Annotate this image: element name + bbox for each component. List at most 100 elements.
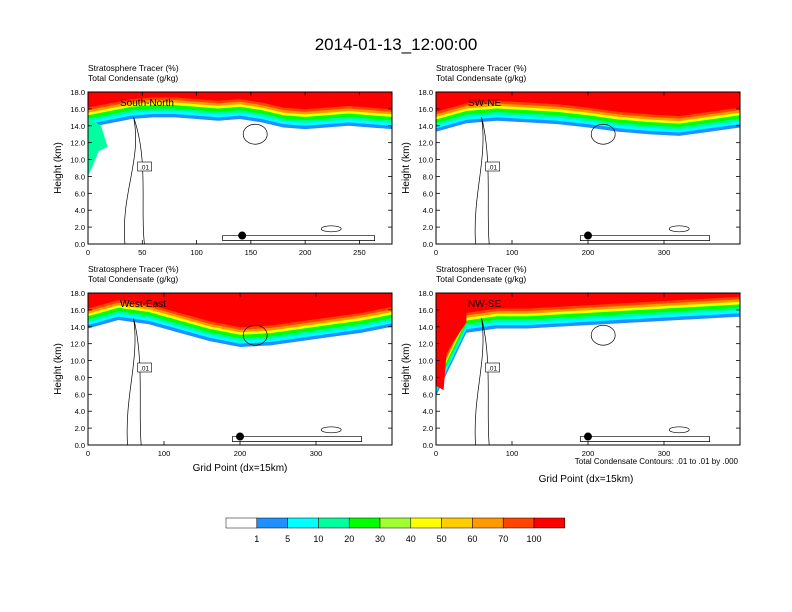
- panel-header-tracer: Stratosphere Tracer (%): [88, 63, 179, 73]
- y-tick-label: 0.0: [423, 441, 433, 450]
- x-tick-label: 300: [310, 449, 323, 458]
- panel-header-condensate: Total Condensate (g/kg): [436, 274, 526, 284]
- y-tick-label: 2.0: [75, 424, 85, 433]
- tracer-band-7: [436, 92, 740, 117]
- y-tick-label: 6.0: [75, 390, 85, 399]
- y-tick-label: 14.0: [70, 122, 85, 131]
- x-tick-label: 200: [582, 248, 595, 257]
- y-tick-label: 10.0: [70, 156, 85, 165]
- colorbar-swatch: [348, 517, 381, 529]
- y-tick-label: 2.0: [423, 223, 433, 232]
- y-tick-label: 4.0: [75, 407, 85, 416]
- footnote: Total Condensate Contours: .01 to .01 by…: [575, 457, 739, 466]
- colorbar-label: 5: [285, 534, 290, 544]
- x-tick-label: 100: [506, 248, 519, 257]
- x-tick-label: 100: [506, 449, 519, 458]
- y-tick-label: 12.0: [70, 139, 85, 148]
- colorbar-label: 20: [344, 534, 354, 544]
- panel-header-tracer: Stratosphere Tracer (%): [436, 264, 527, 274]
- y-tick-label: 2.0: [75, 223, 85, 232]
- y-tick-label: 14.0: [418, 122, 433, 131]
- y-tick-label: 12.0: [418, 340, 433, 349]
- tracer-fill: [436, 293, 740, 397]
- contour-boundary-layer: [222, 235, 375, 241]
- panel-west-east: Stratosphere Tracer (%)Total Condensate …: [53, 264, 393, 458]
- x-tick-label: 200: [299, 248, 312, 257]
- y-tick-label: 12.0: [70, 340, 85, 349]
- colorbar-swatch: [225, 517, 258, 529]
- contour-boundary-layer: [580, 235, 710, 241]
- y-tick-label: 6.0: [75, 189, 85, 198]
- y-tick-label: 4.0: [423, 206, 433, 215]
- y-tick-label: 10.0: [418, 156, 433, 165]
- y-tick-label: 18.0: [418, 289, 433, 298]
- y-axis-label: Height (km): [401, 343, 412, 395]
- y-tick-label: 14.0: [70, 323, 85, 332]
- y-tick-label: 8.0: [75, 373, 85, 382]
- y-tick-label: 12.0: [418, 139, 433, 148]
- x-tick-label: 0: [434, 248, 438, 257]
- contour-cloud: [242, 123, 268, 145]
- y-axis-label: Height (km): [53, 142, 64, 194]
- colorbar-label: 40: [406, 534, 416, 544]
- contour-label-box: [485, 362, 500, 373]
- location-marker: [584, 432, 592, 441]
- location-marker: [238, 231, 247, 240]
- location-marker: [584, 231, 592, 240]
- colorbar-label: 10: [313, 534, 323, 544]
- panel-sw-ne: Stratosphere Tracer (%)Total Condensate …: [401, 63, 741, 257]
- colorbar-swatch: [410, 517, 442, 529]
- x-tick-label: 0: [86, 449, 90, 458]
- y-tick-label: 0.0: [423, 240, 433, 249]
- colorbar-label: 30: [375, 534, 385, 544]
- panels: Stratosphere Tracer (%)Total Condensate …: [53, 63, 741, 458]
- contour-low-cloud: [668, 426, 690, 434]
- x-tick-label: 150: [245, 248, 258, 257]
- figure-title: 2014-01-13_12:00:00: [315, 35, 478, 54]
- tracer-intrusion: [88, 117, 108, 177]
- tracer-band-3: [436, 293, 740, 388]
- x-tick-label: 200: [582, 449, 595, 458]
- condensate-contours: [126, 318, 362, 445]
- panel-header-condensate: Total Condensate (g/kg): [436, 73, 526, 83]
- contour-tower: [126, 318, 142, 445]
- tracer-band-7: [88, 293, 392, 328]
- colorbar-swatch: [287, 517, 319, 529]
- contour-tower: [474, 117, 490, 244]
- y-tick-label: 4.0: [423, 407, 433, 416]
- y-tick-label: 4.0: [75, 206, 85, 215]
- panel-header-tracer: Stratosphere Tracer (%): [88, 264, 179, 274]
- contour-label: .01: [140, 366, 149, 373]
- y-tick-label: 10.0: [70, 357, 85, 366]
- x-tick-label: 300: [658, 248, 671, 257]
- condensate-contours: [123, 117, 375, 244]
- y-tick-label: 16.0: [70, 105, 85, 114]
- contour-label: .01: [488, 165, 497, 172]
- panel-header-condensate: Total Condensate (g/kg): [88, 73, 178, 83]
- contour-tower: [474, 318, 490, 445]
- colorbar-label: 60: [467, 534, 477, 544]
- y-axis-label: Height (km): [53, 343, 64, 395]
- colorbar-label: 100: [526, 534, 541, 544]
- tracer-fill: [88, 293, 392, 348]
- colorbar-swatch: [502, 517, 535, 529]
- y-tick-label: 6.0: [423, 390, 433, 399]
- panel-name: West-East: [120, 299, 166, 310]
- y-tick-label: 10.0: [418, 357, 433, 366]
- x-tick-label: 100: [158, 449, 171, 458]
- colorbar-label: 70: [498, 534, 508, 544]
- location-marker: [236, 432, 244, 441]
- contour-label: .01: [488, 366, 497, 373]
- x-tick-label: 200: [234, 449, 247, 458]
- y-tick-label: 18.0: [70, 289, 85, 298]
- panel-name: South-North: [120, 98, 174, 109]
- panel-name: SW-NE: [468, 98, 501, 109]
- colorbar: 1 5 10 20 30 40 50 60 70 100: [225, 517, 566, 544]
- y-tick-label: 16.0: [418, 105, 433, 114]
- panel-frame: [87, 91, 393, 245]
- panel-header-condensate: Total Condensate (g/kg): [88, 274, 178, 284]
- colorbar-swatch: [318, 517, 350, 529]
- tracer-band-7: [88, 92, 392, 110]
- contour-tower: [123, 117, 145, 244]
